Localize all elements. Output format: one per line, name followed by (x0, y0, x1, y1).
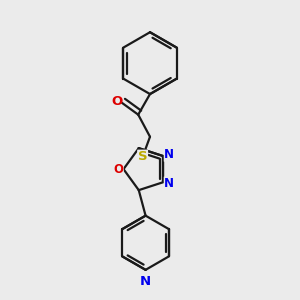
Text: O: O (113, 163, 123, 176)
Text: O: O (111, 95, 122, 108)
Text: S: S (138, 150, 148, 163)
Text: N: N (164, 177, 174, 190)
Text: N: N (140, 274, 151, 287)
Text: N: N (164, 148, 174, 161)
